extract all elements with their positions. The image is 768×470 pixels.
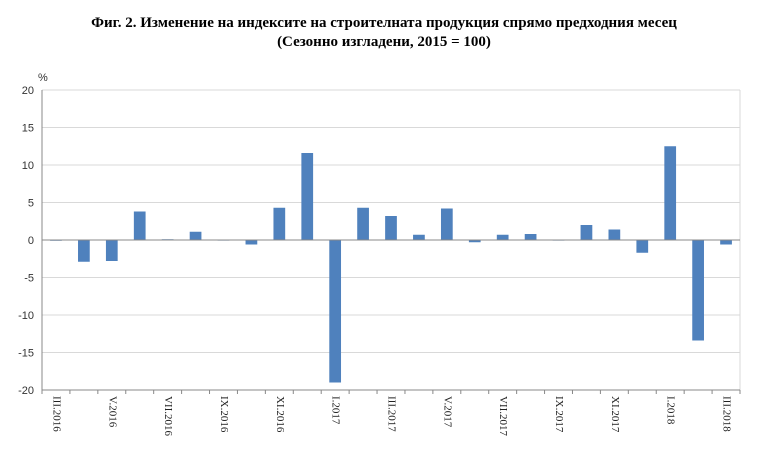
x-tick-label: I.2017 — [330, 396, 342, 425]
y-tick-label: -15 — [18, 348, 34, 360]
y-tick-labels: 20 15 10 5 0 -5 -10 -15 -20 — [18, 85, 34, 397]
x-tick-labels: III.2016 V.2016 VII.2016 IX.2016 XI.2016 I.20… — [50, 396, 732, 437]
y-tick-label: -20 — [18, 385, 34, 397]
bar — [636, 240, 649, 253]
bar — [608, 229, 621, 240]
x-tick-label: IX.2017 — [553, 396, 565, 433]
x-tick-label: XI.2016 — [274, 396, 286, 433]
bar — [105, 240, 118, 261]
x-tick-label: XI.2017 — [609, 396, 621, 433]
x-tick-label: V.2016 — [106, 396, 118, 428]
chart-subtitle: (Сезонно изгладени, 2015 = 100) — [277, 34, 491, 50]
y-tick-label: 15 — [22, 123, 34, 135]
bar — [468, 240, 481, 243]
bar — [189, 231, 202, 240]
y-tick-label: -10 — [18, 310, 34, 322]
x-tick-label: V.2017 — [441, 396, 453, 428]
bar — [524, 234, 537, 240]
x-tick-label: III.2018 — [721, 396, 733, 432]
bar — [245, 240, 258, 245]
bar — [357, 207, 369, 240]
bar — [301, 153, 314, 240]
y-tick-label: 5 — [28, 198, 34, 210]
axes — [41, 90, 741, 394]
x-tick-label: III.2017 — [385, 396, 397, 432]
bar — [133, 211, 146, 240]
bar — [273, 207, 286, 240]
x-tick-label: I.2018 — [665, 396, 677, 425]
bar — [720, 240, 732, 245]
x-tick-label: III.2016 — [50, 396, 62, 432]
bar — [692, 240, 704, 341]
bars — [50, 146, 732, 383]
x-tick-label: VII.2017 — [497, 396, 509, 437]
bar — [78, 240, 90, 262]
bar — [496, 234, 509, 240]
bar — [664, 146, 677, 240]
x-tick-label: VII.2016 — [162, 396, 174, 437]
chart-title: Фиг. 2. Изменение на индексите на строит… — [91, 15, 677, 31]
y-tick-label: 0 — [28, 235, 34, 247]
y-tick-label: 10 — [22, 160, 34, 172]
y-tick-label: -5 — [24, 273, 34, 285]
y-tick-label: 20 — [22, 85, 34, 97]
gridlines — [42, 89, 740, 391]
bar — [413, 234, 425, 240]
bar — [385, 216, 397, 240]
bar — [440, 208, 453, 240]
bar — [580, 225, 593, 240]
x-tick-label: IX.2016 — [218, 396, 230, 433]
bar — [329, 240, 342, 383]
y-axis-unit: % — [38, 72, 48, 84]
